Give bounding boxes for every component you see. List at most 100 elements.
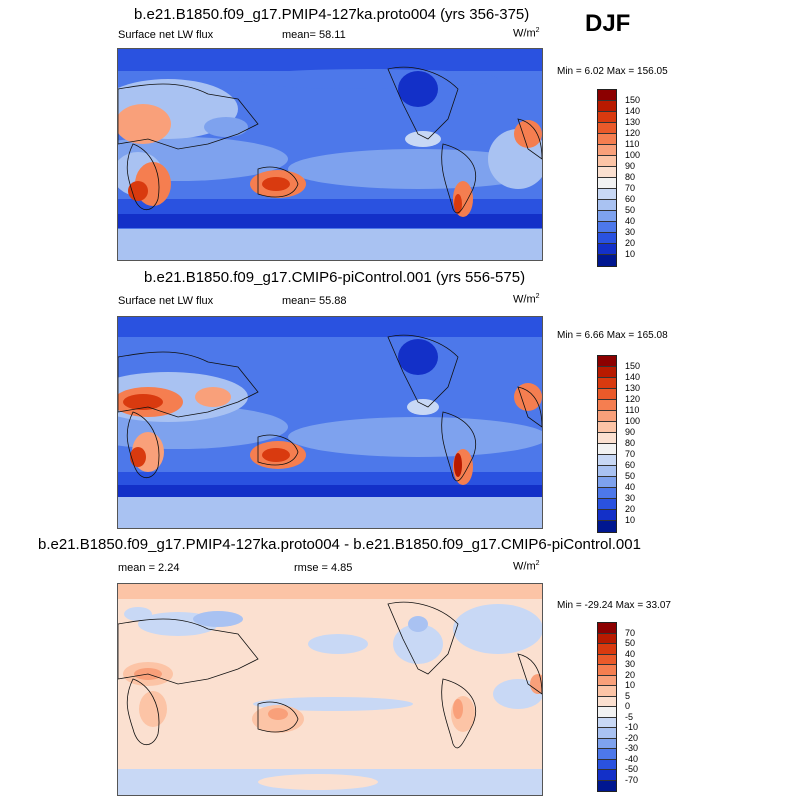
colorbar-label: 80	[625, 438, 636, 448]
panel1-variable: Surface net LW flux	[118, 29, 214, 41]
colorbar-label: 50	[625, 471, 636, 481]
panel3-units: W/m2	[513, 560, 540, 573]
colorbar-swatch	[598, 367, 616, 378]
colorbar-swatch	[598, 233, 616, 244]
colorbar-label: -20	[625, 732, 639, 743]
colorbar-swatch	[598, 433, 616, 444]
colorbar-swatch	[598, 633, 616, 644]
colorbar-swatch	[598, 145, 616, 156]
colorbar-swatch	[598, 665, 616, 676]
colorbar-label: -70	[625, 774, 639, 785]
colorbar-label: -10	[625, 722, 639, 732]
colorbar-label: 120	[625, 128, 641, 138]
colorbar-swatch	[598, 189, 616, 200]
colorbar-swatch	[598, 455, 616, 466]
panel1-map	[117, 48, 543, 261]
colorbar-swatch	[598, 466, 616, 477]
colorbar-swatch	[598, 675, 616, 686]
colorbar-swatch	[598, 623, 616, 634]
panel2-title: b.e21.B1850.f09_g17.CMIP6-piControl.001 …	[144, 269, 526, 286]
colorbar-label: 10	[625, 515, 636, 525]
colorbar-label: -5	[625, 711, 634, 722]
colorbar-label: 130	[625, 117, 641, 127]
panel2-units: W/m2	[513, 293, 540, 306]
colorbar-label: 30	[625, 493, 636, 503]
colorbar-label: 40	[625, 648, 636, 659]
colorbar-label: 70	[625, 627, 636, 638]
colorbar-swatch	[598, 101, 616, 112]
colorbar-swatch	[598, 510, 616, 521]
colorbar-swatch	[598, 749, 616, 760]
colorbar-swatch	[598, 200, 616, 211]
colorbar-swatch	[598, 167, 616, 178]
panel1-colorbar	[597, 89, 617, 267]
colorbar-swatch	[598, 696, 616, 707]
panel3-rmse: rmse = 4.85	[294, 562, 353, 574]
colorbar-swatch	[598, 222, 616, 233]
colorbar-label: -30	[625, 743, 639, 753]
colorbar-label: 120	[625, 394, 641, 404]
colorbar-swatch	[598, 499, 616, 510]
colorbar-swatch	[598, 244, 616, 255]
colorbar-swatch	[598, 717, 616, 728]
colorbar-swatch	[598, 521, 616, 532]
colorbar-label: -50	[625, 764, 639, 774]
colorbar-label: 100	[625, 416, 641, 426]
colorbar-swatch	[598, 707, 616, 718]
panel1-mean: mean= 58.11	[282, 29, 346, 41]
colorbar-label: 140	[625, 106, 641, 116]
colorbar-swatch	[598, 255, 616, 266]
panel3-colorbar	[597, 622, 617, 792]
colorbar-label: 60	[625, 460, 636, 470]
colorbar-label: 130	[625, 383, 641, 393]
colorbar-label: 30	[625, 659, 636, 669]
colorbar-swatch	[598, 400, 616, 411]
colorbar-label: 70	[625, 449, 636, 459]
colorbar-label: 20	[625, 669, 636, 680]
colorbar-swatch	[598, 728, 616, 739]
colorbar-label: 5	[625, 690, 631, 701]
colorbar-label: 90	[625, 161, 636, 171]
colorbar-swatch	[598, 356, 616, 367]
panel3-map	[117, 583, 543, 796]
panel2-mean: mean= 55.88	[282, 295, 347, 307]
colorbar-swatch	[598, 780, 616, 791]
colorbar-swatch	[598, 156, 616, 167]
colorbar-label: 140	[625, 372, 641, 382]
colorbar-swatch	[598, 686, 616, 697]
colorbar-swatch	[598, 90, 616, 101]
colorbar-swatch	[598, 759, 616, 770]
colorbar-label: 50	[625, 205, 636, 215]
colorbar-swatch	[598, 178, 616, 189]
panel3-map-field	[118, 584, 542, 795]
colorbar-swatch	[598, 477, 616, 488]
colorbar-label: 40	[625, 216, 636, 226]
colorbar-label: 50	[625, 638, 636, 648]
panel2-map	[117, 316, 543, 529]
colorbar-label: 20	[625, 504, 636, 514]
colorbar-swatch	[598, 770, 616, 781]
colorbar-label: 0	[625, 701, 631, 711]
colorbar-label: 10	[625, 249, 636, 259]
colorbar-label: 40	[625, 482, 636, 492]
colorbar-swatch	[598, 112, 616, 123]
colorbar-swatch	[598, 422, 616, 433]
panel2-variable: Surface net LW flux	[118, 295, 214, 307]
colorbar-label: 150	[625, 361, 641, 371]
panel1-title: b.e21.B1850.f09_g17.PMIP4-127ka.proto004…	[134, 6, 530, 23]
panel3-mean: mean = 2.24	[118, 562, 180, 574]
colorbar-swatch	[598, 654, 616, 665]
colorbar-swatch	[598, 378, 616, 389]
colorbar-swatch	[598, 488, 616, 499]
colorbar-swatch	[598, 738, 616, 749]
colorbar-swatch	[598, 411, 616, 422]
colorbar-label: 90	[625, 427, 636, 437]
colorbar-swatch	[598, 134, 616, 145]
colorbar-swatch	[598, 123, 616, 134]
panel1-map-field	[118, 49, 542, 260]
colorbar-label: 30	[625, 227, 636, 237]
colorbar-swatch	[598, 211, 616, 222]
colorbar-label: 100	[625, 150, 641, 160]
colorbar-label: 110	[625, 405, 640, 415]
colorbar-swatch	[598, 644, 616, 655]
